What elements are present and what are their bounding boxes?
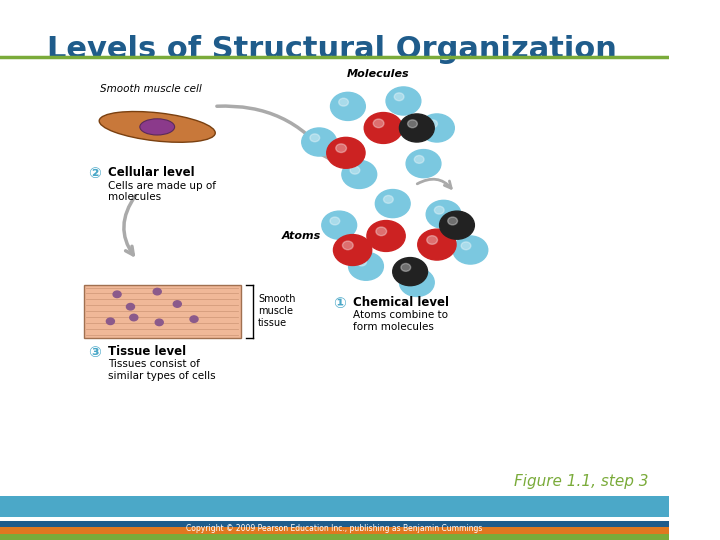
Text: Smooth muscle cell: Smooth muscle cell	[99, 84, 202, 94]
Circle shape	[426, 200, 461, 228]
Circle shape	[113, 291, 121, 298]
Text: Smooth
muscle
tissue: Smooth muscle tissue	[258, 294, 296, 328]
FancyBboxPatch shape	[0, 496, 669, 517]
Circle shape	[408, 120, 418, 127]
Circle shape	[373, 119, 384, 127]
Circle shape	[461, 242, 471, 249]
Circle shape	[384, 195, 393, 203]
FancyArrowPatch shape	[124, 195, 135, 255]
Circle shape	[330, 92, 365, 120]
Circle shape	[310, 134, 320, 141]
Circle shape	[348, 252, 383, 280]
Circle shape	[408, 274, 418, 282]
Text: Chemical level: Chemical level	[354, 296, 449, 309]
Circle shape	[156, 319, 163, 326]
Circle shape	[440, 211, 474, 239]
Circle shape	[302, 128, 336, 156]
Circle shape	[376, 227, 387, 235]
Circle shape	[434, 206, 444, 214]
Text: Figure 1.1, step 3: Figure 1.1, step 3	[515, 474, 649, 489]
Circle shape	[400, 268, 434, 296]
Circle shape	[414, 156, 424, 163]
Text: Atoms: Atoms	[282, 231, 321, 241]
Circle shape	[400, 114, 434, 142]
Circle shape	[367, 220, 405, 252]
Text: Atoms combine to
form molecules: Atoms combine to form molecules	[354, 310, 449, 332]
Circle shape	[342, 160, 377, 188]
FancyBboxPatch shape	[0, 534, 669, 540]
Circle shape	[386, 87, 421, 115]
FancyArrowPatch shape	[417, 179, 451, 188]
Circle shape	[428, 120, 438, 127]
Circle shape	[453, 236, 487, 264]
FancyBboxPatch shape	[84, 285, 241, 338]
Circle shape	[107, 318, 114, 325]
Text: Tissue level: Tissue level	[109, 345, 186, 357]
Circle shape	[338, 98, 348, 106]
Text: Cellular level: Cellular level	[109, 166, 195, 179]
Text: ②: ②	[89, 166, 102, 181]
Text: Tissues consist of
similar types of cells: Tissues consist of similar types of cell…	[109, 359, 216, 381]
Circle shape	[333, 234, 372, 266]
Text: Copyright © 2009 Pearson Education Inc., publishing as Benjamin Cummings: Copyright © 2009 Pearson Education Inc.,…	[186, 524, 482, 532]
FancyBboxPatch shape	[0, 521, 669, 527]
Circle shape	[127, 303, 135, 310]
Circle shape	[406, 150, 441, 178]
Circle shape	[330, 217, 340, 225]
Circle shape	[343, 241, 354, 249]
Circle shape	[420, 114, 454, 142]
Text: ③: ③	[89, 345, 102, 360]
Circle shape	[153, 288, 161, 295]
FancyArrowPatch shape	[217, 106, 328, 158]
FancyBboxPatch shape	[0, 517, 669, 521]
Circle shape	[356, 258, 366, 266]
Text: Cells are made up of
molecules: Cells are made up of molecules	[109, 181, 217, 202]
Circle shape	[327, 137, 365, 168]
Circle shape	[336, 144, 346, 152]
Circle shape	[401, 264, 410, 271]
Ellipse shape	[140, 119, 175, 135]
Circle shape	[190, 316, 198, 322]
Text: Levels of Structural Organization: Levels of Structural Organization	[47, 35, 617, 64]
Circle shape	[364, 112, 402, 144]
Circle shape	[375, 190, 410, 218]
Circle shape	[130, 314, 138, 321]
Circle shape	[427, 235, 438, 244]
Circle shape	[350, 166, 360, 174]
Circle shape	[392, 258, 428, 286]
Circle shape	[174, 301, 181, 307]
Circle shape	[448, 217, 457, 225]
Text: ①: ①	[333, 296, 346, 311]
Circle shape	[395, 93, 404, 100]
Circle shape	[322, 211, 356, 239]
FancyBboxPatch shape	[0, 527, 669, 534]
Ellipse shape	[99, 112, 215, 142]
Text: Molecules: Molecules	[347, 69, 410, 79]
Circle shape	[418, 229, 456, 260]
